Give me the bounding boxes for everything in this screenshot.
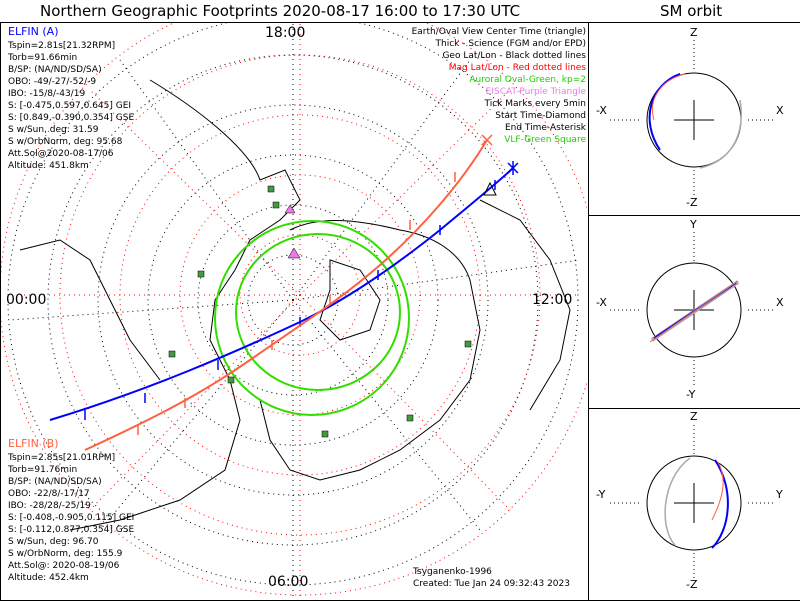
legend-item: Earth/Oval View Center Time (triangle) [411, 27, 586, 37]
elfin-b-line: Altitude: 452.4km [8, 573, 89, 583]
sm2-left-label: -X [596, 296, 607, 309]
mlt-label-bottom: 06:00 [268, 574, 309, 590]
sm3-bottom-label: -Z [686, 578, 698, 591]
elfin-a-line: IBO: -15/8/-43/19 [8, 89, 86, 99]
mlt-label-left: 00:00 [6, 292, 47, 308]
sm2-top-label: Y [690, 218, 697, 231]
mag-latitude-grid [1, 23, 587, 599]
elfin-b-title: ELFIN (B) [8, 437, 59, 450]
elfin-a-line: Torb=91.66min [8, 53, 78, 63]
elfin-b-line: B/SP: (NA/ND/SD/SA) [8, 477, 102, 487]
elfin-b-line: Torb=91.76min [8, 465, 78, 475]
elfin-b-line: S w/OrbNorm, deg: 155.9 [8, 549, 123, 559]
sm1-bottom-label: -Z [686, 196, 698, 209]
legend-item: EISCAT-Purple Triangle [485, 87, 586, 97]
elfin-a-track [49, 161, 519, 421]
sm-orbit-title: SM orbit [660, 2, 723, 20]
elfin-a-info: Tspin=2.81s[21.32RPM] Torb=91.66min B/SP… [8, 40, 134, 172]
legend-item: Geo Lat/Lon - Black dotted lines [442, 51, 586, 61]
legend-item: Auroral Oval-Green, kp=2 [469, 75, 586, 85]
elfin-a-title: ELFIN (A) [8, 25, 59, 38]
elfin-b-line: Tspin=2.85s[21.01RPM] [8, 453, 116, 463]
legend: Earth/Oval View Center Time (triangle) T… [412, 26, 586, 146]
elfin-b-line: S: [-0.408,-0.905,0.115] GEI [8, 513, 135, 523]
elfin-b-line: IBO: -28/28/-25/19 [8, 501, 91, 511]
elfin-a-line: Altitude: 451.8km [8, 161, 89, 171]
elfin-b-line: S: [-0.112,0.877,0.354] GSE [8, 525, 135, 535]
elfin-b-line: S w/Sun, deg: 96.70 [8, 537, 99, 547]
elfin-a-line: OBO: -49/-27/-52/-9 [8, 77, 97, 87]
elfin-b-line: Att.Sol@: 2020-08-19/06 [8, 561, 120, 571]
sm3-left-label: -Y [596, 488, 606, 501]
legend-item: Start Time-Diamond [495, 111, 586, 121]
mlt-label-right: 12:00 [532, 292, 573, 308]
legend-item: Tick Marks every 5min [484, 99, 586, 109]
sm3-top-label: Z [690, 410, 698, 423]
coastlines [19, 79, 571, 531]
geo-latitude-grid [7, 23, 581, 599]
elfin-b-line: OBO: -22/8/-17/17 [8, 489, 90, 499]
sm1-right-label: X [776, 104, 784, 117]
sm1-left-label: -X [596, 104, 607, 117]
eiscat-triangle [284, 204, 301, 259]
legend-item: End Time-Asterisk [504, 123, 586, 133]
elfin-a-line: Tspin=2.81s[21.32RPM] [8, 41, 116, 51]
elfin-a-line: S w/OrbNorm, deg: 95.68 [8, 137, 123, 147]
elfin-a-line: S: [0.849,-0.390,0.354] GSE [8, 113, 135, 123]
auroral-oval [214, 220, 410, 416]
sm2-right-label: X [776, 296, 784, 309]
sm1-top-label: Z [690, 26, 698, 39]
legend-item: VLF-Green Square [504, 135, 586, 145]
elfin-b-info: Tspin=2.85s[21.01RPM] Torb=91.76min B/SP… [8, 452, 134, 584]
sm3-right-label: Y [776, 488, 783, 501]
elfin-a-line: B/SP: (NA/ND/SD/SA) [8, 65, 102, 75]
legend-item: Thick - Science (FGM and/or EPD) [435, 39, 586, 49]
created-timestamp: Created: Tue Jan 24 09:32:43 2023 [413, 579, 570, 589]
sm2-bottom-label: -Y [686, 388, 696, 401]
mlt-label-top: 18:00 [265, 25, 306, 41]
model-label: Tsyganenko-1996 [413, 567, 492, 577]
plot-title: Northern Geographic Footprints 2020-08-1… [40, 2, 521, 20]
vlf-stations [168, 185, 472, 438]
sm-orbit-plots [610, 40, 775, 580]
elfin-a-line: S w/Sun, deg: 31.59 [8, 125, 99, 135]
elfin-a-line: Att.Sol@2020-08-17/06 [8, 149, 114, 159]
elfin-a-line: S: [-0.475,0.597,0.645] GEI [8, 101, 132, 111]
elfin-b-track [84, 134, 493, 451]
legend-item: Mag Lat/Lon - Red dotted lines [448, 63, 586, 73]
